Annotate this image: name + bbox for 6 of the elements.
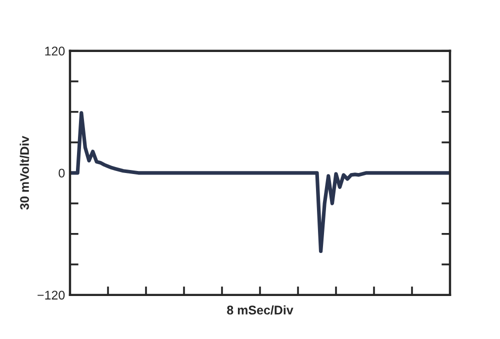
- y-tick-label: 0: [58, 168, 65, 178]
- y-axis-title: 30 mVolt/Div: [20, 136, 30, 210]
- y-tick-label: −120: [38, 290, 65, 300]
- y-tick-label: 120: [45, 46, 65, 56]
- line-series: [70, 111, 450, 254]
- x-axis-title: 8 mSec/Div: [227, 305, 294, 315]
